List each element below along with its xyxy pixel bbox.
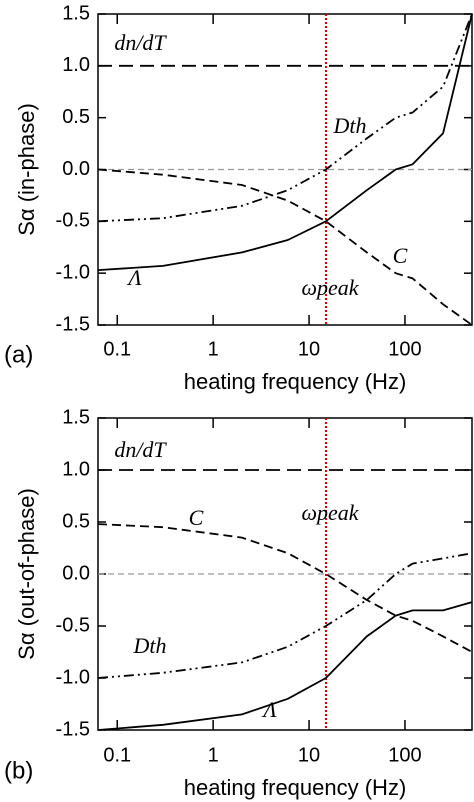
panel-label: (b) bbox=[4, 757, 33, 784]
dndt-label: dn/dT bbox=[114, 30, 167, 55]
panel-label: (a) bbox=[4, 341, 33, 368]
series-line bbox=[97, 13, 473, 223]
y-axis-label: Sα (out-of-phase) bbox=[14, 488, 39, 660]
plot-frame bbox=[97, 13, 473, 326]
series-label: Λ bbox=[261, 697, 277, 722]
peak-label: ωpeak bbox=[301, 275, 359, 300]
x-tick-label: 10 bbox=[298, 744, 320, 766]
y-tick-label: -1.0 bbox=[56, 666, 90, 688]
y-tick-label: -1.5 bbox=[56, 718, 90, 740]
x-tick-label: 0.1 bbox=[103, 338, 131, 360]
series-label: Dth bbox=[133, 633, 167, 658]
series-label: Λ bbox=[126, 265, 142, 290]
y-tick-label: -1.0 bbox=[56, 261, 90, 283]
series-line bbox=[97, 523, 473, 653]
x-axis-label: heating frequency (Hz) bbox=[184, 369, 407, 394]
peak-label: ωpeak bbox=[301, 500, 359, 525]
y-axis-label: Sα (in-phase) bbox=[14, 103, 39, 236]
x-tick-label: 100 bbox=[388, 338, 421, 360]
series-label: Dth bbox=[333, 113, 367, 138]
series-line bbox=[97, 13, 473, 271]
y-tick-label: 0.5 bbox=[62, 510, 90, 532]
y-tick-label: 1.0 bbox=[62, 458, 90, 480]
x-axis-label: heating frequency (Hz) bbox=[184, 775, 407, 800]
y-tick-label: 1.5 bbox=[62, 406, 90, 428]
x-tick-label: 100 bbox=[388, 744, 421, 766]
y-tick-label: -1.5 bbox=[56, 313, 90, 335]
series-line bbox=[97, 552, 473, 679]
series-label: C bbox=[393, 243, 408, 268]
y-tick-label: 0.0 bbox=[62, 158, 90, 180]
plot-frame bbox=[97, 417, 473, 731]
x-tick-label: 1 bbox=[208, 744, 219, 766]
series-line bbox=[97, 601, 473, 731]
y-tick-label: 0.5 bbox=[62, 106, 90, 128]
x-tick-label: 0.1 bbox=[103, 744, 131, 766]
dndt-label: dn/dT bbox=[114, 437, 167, 462]
series-line bbox=[97, 168, 473, 326]
y-tick-label: 0.0 bbox=[62, 562, 90, 584]
y-tick-label: 1.5 bbox=[62, 2, 90, 24]
x-tick-label: 1 bbox=[208, 338, 219, 360]
x-tick-label: 10 bbox=[298, 338, 320, 360]
y-tick-label: -0.5 bbox=[56, 614, 90, 636]
y-tick-label: 1.0 bbox=[62, 54, 90, 76]
y-tick-label: -0.5 bbox=[56, 210, 90, 232]
series-label: C bbox=[189, 505, 204, 530]
